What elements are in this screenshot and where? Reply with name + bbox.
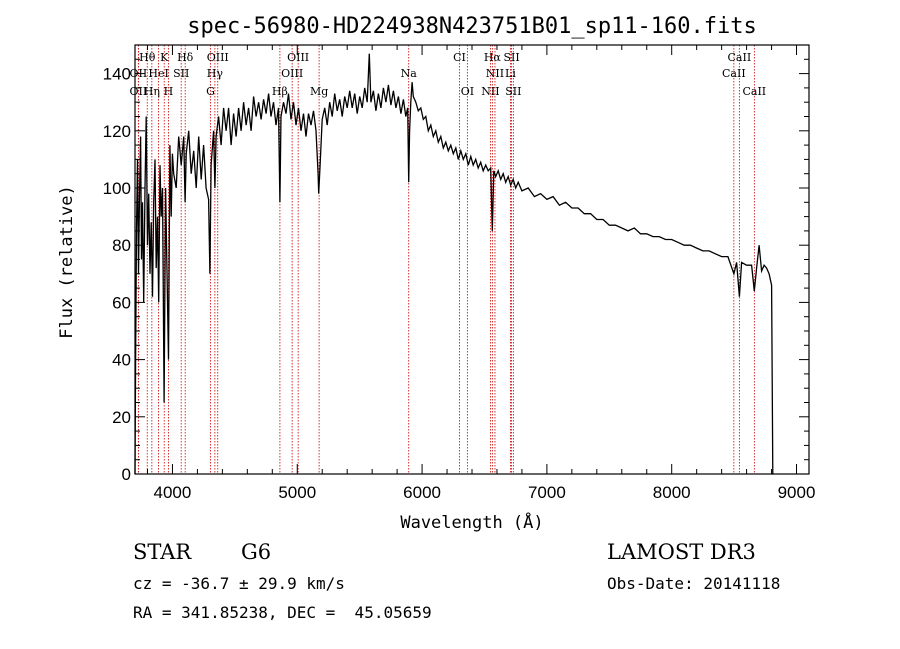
y-tick-label: 140 (103, 65, 131, 84)
object-class: STAR (133, 540, 192, 564)
spectral-line-label: HeI (148, 67, 168, 80)
spectral-line-label: SII (503, 51, 519, 64)
spectral-line-label: NII (486, 67, 504, 80)
x-tick-label: 8000 (653, 483, 691, 502)
spectral-line-label: CaII (742, 85, 766, 98)
y-tick-label: 20 (112, 408, 131, 427)
x-tick-label: 6000 (403, 483, 441, 502)
spectral-line-label: OIII (281, 67, 303, 80)
spectral-line-label: Hθ (139, 51, 156, 64)
y-tick-label: 60 (112, 293, 131, 312)
spectral-line-label: Li (505, 67, 516, 80)
spectral-line-label: Hα (484, 51, 502, 64)
x-tick-label: 7000 (528, 483, 566, 502)
object-subclass: G6 (241, 540, 272, 564)
spectral-line-label: G (206, 85, 215, 98)
spectral-line-label: H (164, 85, 174, 98)
y-tick-label: 80 (112, 236, 131, 255)
y-tick-label: 120 (103, 122, 131, 141)
y-tick-label: 0 (122, 465, 131, 484)
sky-coordinates: RA = 341.85238, DEC = 45.05659 (133, 603, 432, 622)
y-axis-ticks: 0 20 40 60 80 100 120 140 (103, 58, 809, 484)
spectral-line-label: OI (461, 85, 474, 98)
spectral-line-markers (137, 45, 755, 474)
x-tick-label: 9000 (778, 483, 816, 502)
redshift-value: cz = -36.7 ± 29.9 km/s (133, 574, 345, 593)
x-tick-label: 4000 (154, 483, 192, 502)
spectral-line-label: Hβ (272, 85, 288, 98)
spectral-line-label: OII (130, 85, 148, 98)
spectral-line-label: Hδ (177, 51, 194, 64)
spectral-line-label: OIII (287, 51, 309, 64)
y-axis-label: Flux (relative) (57, 185, 77, 339)
spectral-line-label: SII (173, 67, 189, 80)
spectral-line-label: Hγ (207, 67, 224, 80)
spectral-line-label: CaII (722, 67, 746, 80)
spectral-line-label: Mg (310, 85, 328, 98)
spectral-line-label: K (160, 51, 169, 64)
observation-date: Obs-Date: 20141118 (607, 574, 781, 593)
x-axis-label: Wavelength (Å) (400, 511, 543, 533)
spectral-line-label: CI (453, 51, 466, 64)
x-tick-label: 5000 (278, 483, 316, 502)
chart-title: spec-56980-HD224938N423751B01_sp11-160.f… (187, 14, 757, 39)
spectral-line-label: OIII (207, 51, 229, 64)
spectral-line-label: SII (505, 85, 521, 98)
x-axis-ticks: 4000 5000 6000 7000 8000 9000 (146, 45, 816, 502)
spectral-line-label: Hη (144, 85, 160, 98)
plot-frame (134, 44, 810, 475)
survey-name: LAMOST DR3 (607, 540, 756, 564)
spectral-line-label: NII (481, 85, 499, 98)
y-tick-label: 40 (112, 351, 131, 370)
spectral-line-label: CaII (728, 51, 752, 64)
y-tick-label: 100 (103, 179, 131, 198)
spectral-line-label: Na (401, 67, 418, 80)
spectrum-line (134, 53, 774, 475)
